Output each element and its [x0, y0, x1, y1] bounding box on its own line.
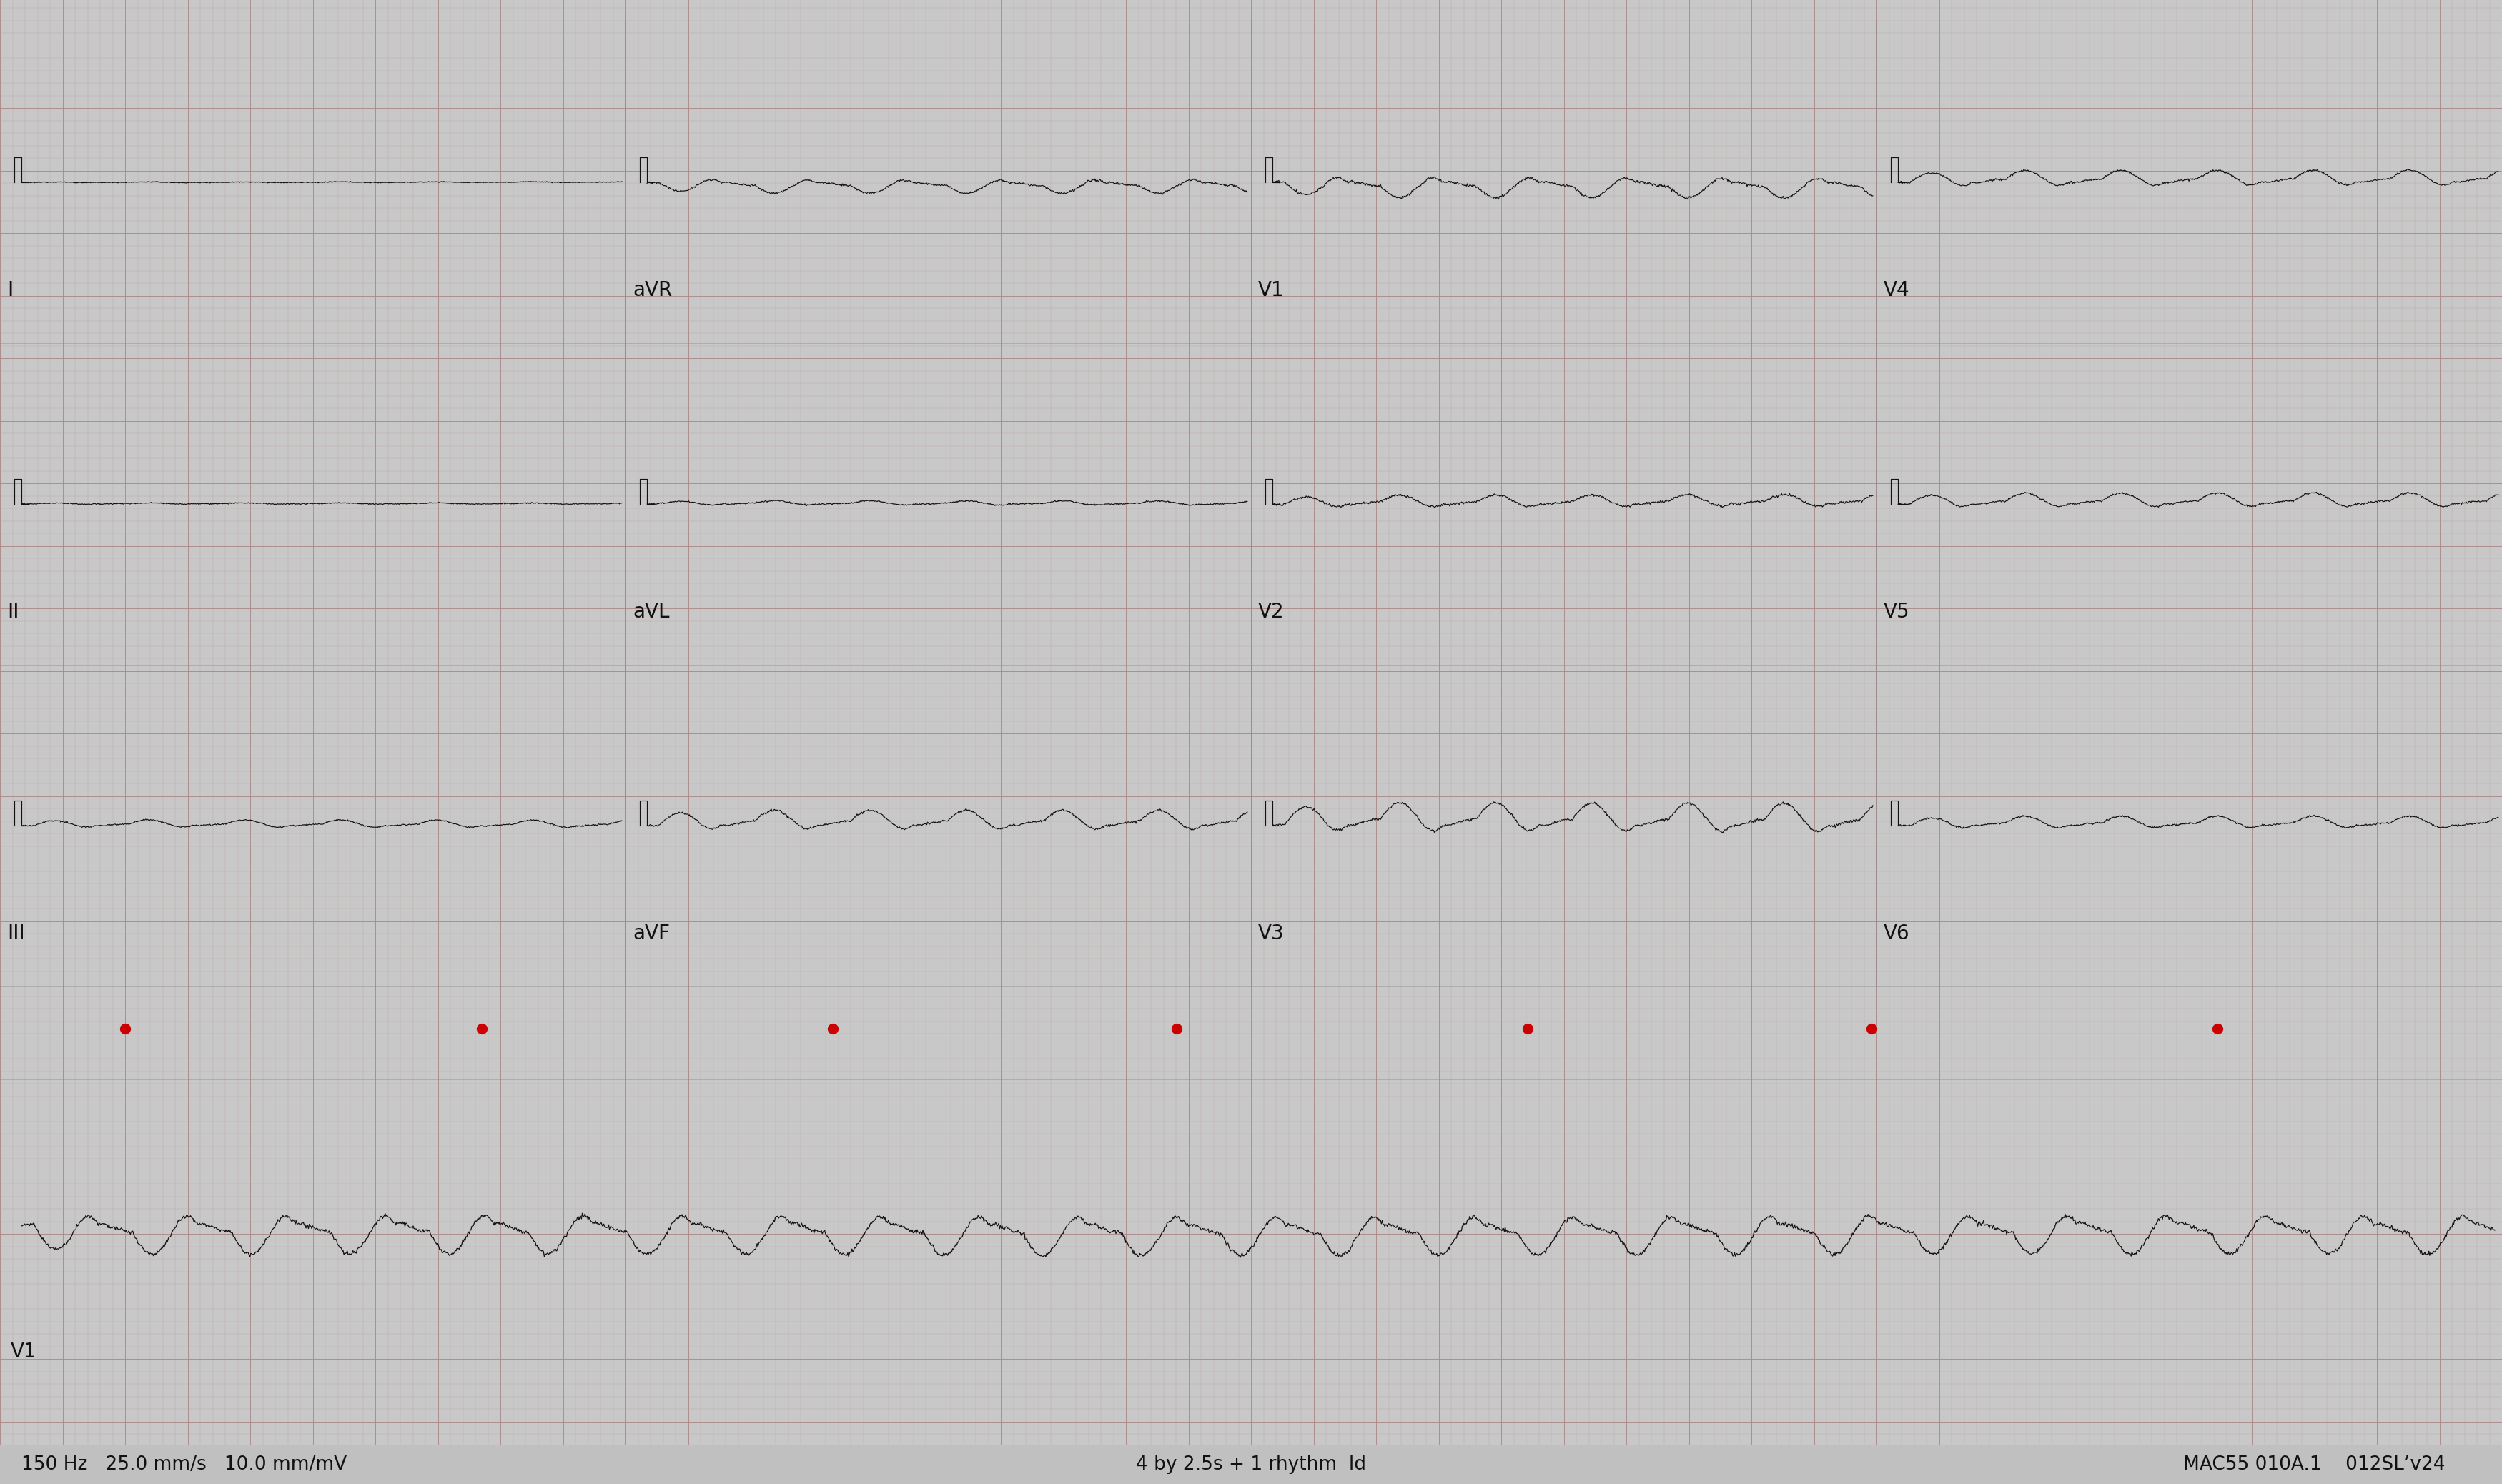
Text: V5: V5: [1884, 603, 1909, 622]
Text: I: I: [8, 280, 13, 300]
Text: 150 Hz   25.0 mm/s   10.0 mm/mV: 150 Hz 25.0 mm/s 10.0 mm/mV: [23, 1454, 348, 1474]
Text: V1: V1: [10, 1342, 38, 1362]
Text: aVR: aVR: [633, 280, 673, 300]
Text: V3: V3: [1259, 923, 1284, 944]
Text: III: III: [8, 923, 25, 944]
Text: V1: V1: [1259, 280, 1284, 300]
Text: V6: V6: [1884, 923, 1909, 944]
Text: aVF: aVF: [633, 923, 671, 944]
Text: V2: V2: [1259, 603, 1284, 622]
Text: MAC55 010A.1    012SL’v24: MAC55 010A.1 012SL’v24: [2182, 1454, 2444, 1474]
Bar: [0, 1445, 2502, 1484]
Text: aVL: aVL: [633, 603, 671, 622]
Text: 4 by 2.5s + 1 rhythm  ld: 4 by 2.5s + 1 rhythm ld: [1136, 1454, 1366, 1474]
Text: V4: V4: [1884, 280, 1909, 300]
Text: II: II: [8, 603, 20, 622]
